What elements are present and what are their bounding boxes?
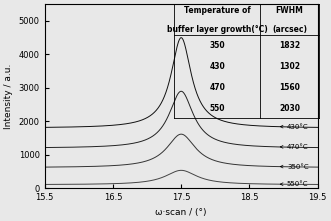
Text: 2030: 2030 — [279, 103, 300, 112]
Text: 430: 430 — [210, 62, 225, 71]
Text: 350°C: 350°C — [280, 164, 308, 170]
Text: 470: 470 — [210, 83, 225, 92]
Text: 350: 350 — [210, 41, 225, 50]
X-axis label: ω·scan / (°): ω·scan / (°) — [156, 208, 207, 217]
Text: buffer layer growth(°C): buffer layer growth(°C) — [167, 25, 268, 34]
Text: 550°C: 550°C — [280, 181, 308, 187]
Text: 1560: 1560 — [279, 83, 300, 92]
Text: 1832: 1832 — [279, 41, 300, 50]
Text: 470°C: 470°C — [280, 144, 308, 150]
Text: 430°C: 430°C — [280, 124, 308, 130]
Text: (arcsec): (arcsec) — [272, 25, 307, 34]
Text: Temperature of: Temperature of — [184, 6, 251, 15]
Text: 1302: 1302 — [279, 62, 300, 71]
Text: FWHM: FWHM — [276, 6, 304, 15]
Y-axis label: Intensity / a.u.: Intensity / a.u. — [4, 64, 13, 129]
Text: 550: 550 — [210, 103, 225, 112]
